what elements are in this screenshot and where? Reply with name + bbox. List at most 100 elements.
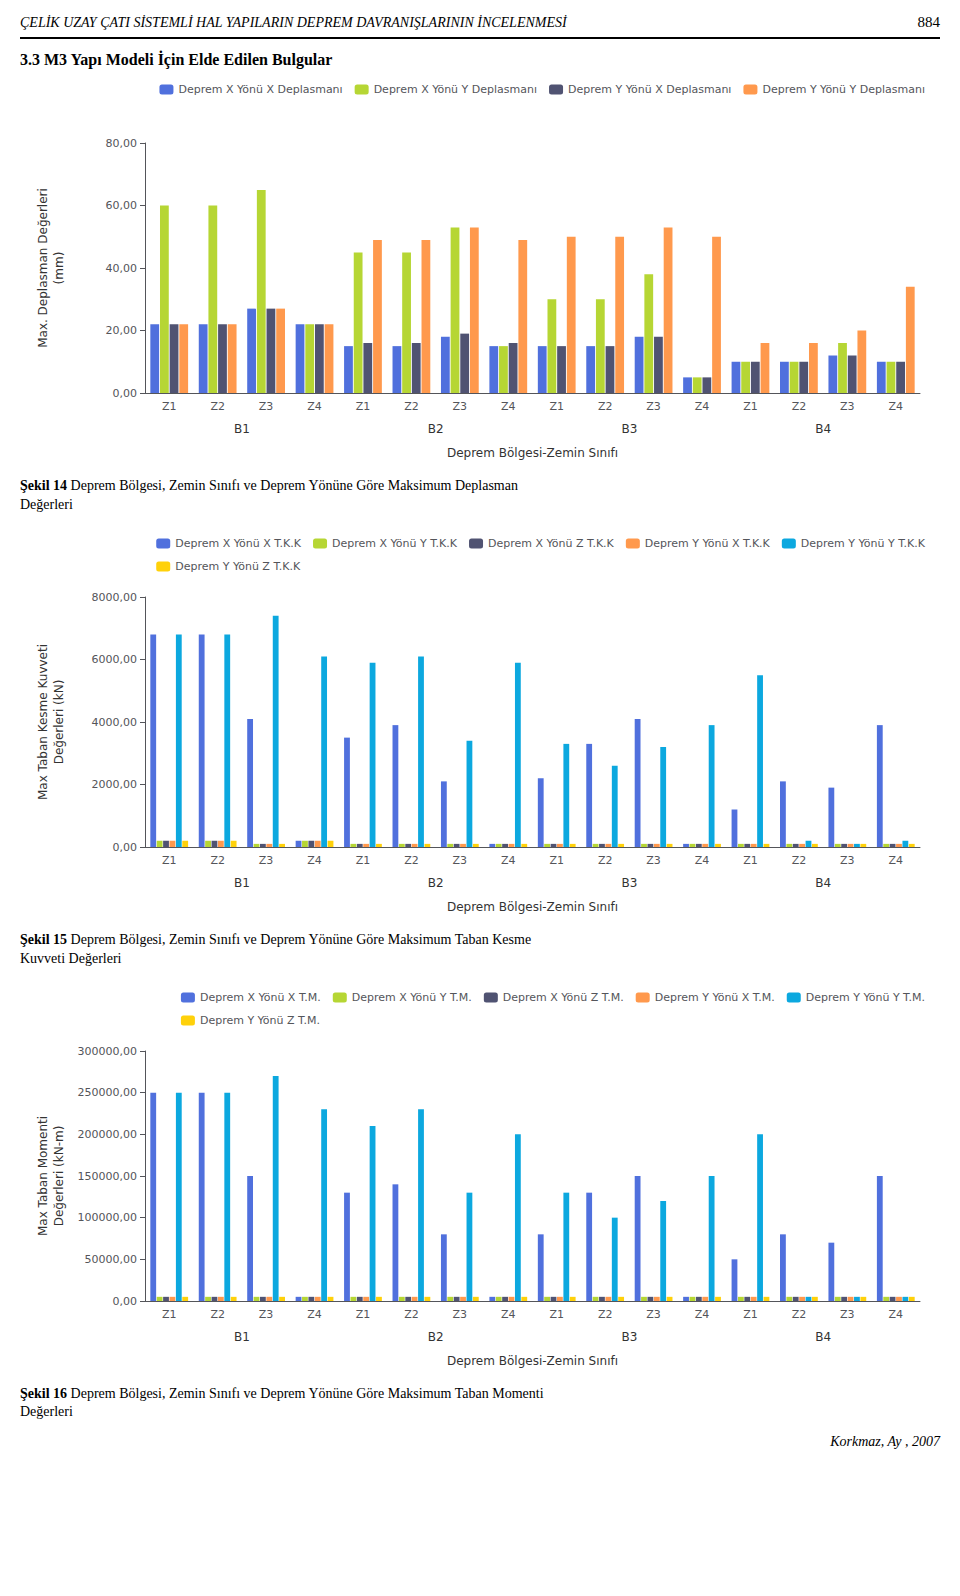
svg-text:Deprem Y Yönü Y T.M.: Deprem Y Yönü Y T.M. xyxy=(806,991,925,1004)
svg-text:6000,00: 6000,00 xyxy=(92,653,138,666)
svg-text:Deprem X Yönü Y Deplasmanı: Deprem X Yönü Y Deplasmanı xyxy=(374,83,537,96)
svg-text:Z2: Z2 xyxy=(792,400,807,413)
svg-text:B4: B4 xyxy=(815,876,831,890)
svg-text:B2: B2 xyxy=(428,422,444,436)
svg-text:Z2: Z2 xyxy=(598,400,613,413)
svg-text:0,00: 0,00 xyxy=(113,840,138,853)
svg-text:Max Taban Kesme Kuvveti: Max Taban Kesme Kuvveti xyxy=(36,644,50,800)
svg-text:0,00: 0,00 xyxy=(113,1294,138,1307)
svg-text:50000,00: 50000,00 xyxy=(85,1252,138,1265)
svg-text:(mm): (mm) xyxy=(52,252,66,285)
svg-text:Z3: Z3 xyxy=(646,854,661,867)
svg-text:Z2: Z2 xyxy=(404,1308,419,1321)
svg-text:B1: B1 xyxy=(234,422,250,436)
svg-text:Z3: Z3 xyxy=(259,400,274,413)
svg-text:Z3: Z3 xyxy=(646,1308,661,1321)
svg-text:Z1: Z1 xyxy=(356,854,371,867)
svg-text:Deprem X Yönü Z T.K.K: Deprem X Yönü Z T.K.K xyxy=(488,537,615,550)
svg-text:Deprem Bölgesi-Zemin Sınıfı: Deprem Bölgesi-Zemin Sınıfı xyxy=(447,900,618,914)
svg-text:Z2: Z2 xyxy=(210,854,225,867)
svg-text:Z4: Z4 xyxy=(695,1308,710,1321)
svg-text:Max Taban Momenti: Max Taban Momenti xyxy=(36,1116,50,1236)
svg-text:Deprem Y Yönü Z T.M.: Deprem Y Yönü Z T.M. xyxy=(200,1014,320,1027)
svg-text:Değerleri (kN-m): Değerleri (kN-m) xyxy=(52,1125,66,1226)
svg-text:80,00: 80,00 xyxy=(106,137,138,150)
svg-text:0,00: 0,00 xyxy=(113,387,138,400)
svg-text:100000,00: 100000,00 xyxy=(78,1211,138,1224)
svg-text:Z2: Z2 xyxy=(210,1308,225,1321)
svg-text:Max. Deplasman Değerleri: Max. Deplasman Değerleri xyxy=(36,188,50,348)
svg-text:Z1: Z1 xyxy=(549,400,564,413)
svg-text:Z2: Z2 xyxy=(792,854,807,867)
svg-text:Z1: Z1 xyxy=(743,400,758,413)
svg-text:Deprem Bölgesi-Zemin Sınıfı: Deprem Bölgesi-Zemin Sınıfı xyxy=(447,1354,618,1368)
svg-text:B3: B3 xyxy=(621,1330,637,1344)
svg-text:150000,00: 150000,00 xyxy=(78,1169,138,1182)
svg-text:Deprem Y Yönü Y T.K.K: Deprem Y Yönü Y T.K.K xyxy=(801,537,926,550)
svg-text:Z1: Z1 xyxy=(743,854,758,867)
svg-text:Z4: Z4 xyxy=(889,854,904,867)
svg-text:Deprem Y Yönü X Deplasmanı: Deprem Y Yönü X Deplasmanı xyxy=(568,83,731,96)
svg-text:Z1: Z1 xyxy=(549,854,564,867)
svg-text:Z4: Z4 xyxy=(695,400,710,413)
svg-text:Z2: Z2 xyxy=(404,400,419,413)
svg-text:Z3: Z3 xyxy=(259,1308,274,1321)
svg-text:B1: B1 xyxy=(234,876,250,890)
svg-text:Z4: Z4 xyxy=(889,400,904,413)
svg-text:Z4: Z4 xyxy=(889,1308,904,1321)
svg-text:Z2: Z2 xyxy=(404,854,419,867)
svg-text:Deprem X Yönü X T.K.K: Deprem X Yönü X T.K.K xyxy=(175,537,302,550)
svg-text:Z4: Z4 xyxy=(307,1308,322,1321)
svg-text:Z2: Z2 xyxy=(598,1308,613,1321)
svg-text:B2: B2 xyxy=(428,876,444,890)
svg-text:Z4: Z4 xyxy=(695,854,710,867)
svg-text:B2: B2 xyxy=(428,1330,444,1344)
svg-text:8000,00: 8000,00 xyxy=(92,590,138,603)
svg-text:300000,00: 300000,00 xyxy=(78,1044,138,1057)
svg-text:Değerleri (kN): Değerleri (kN) xyxy=(52,679,66,764)
svg-text:Z2: Z2 xyxy=(210,400,225,413)
svg-text:20,00: 20,00 xyxy=(106,324,138,337)
svg-text:Deprem X Yönü Y T.K.K: Deprem X Yönü Y T.K.K xyxy=(332,537,458,550)
svg-text:Z3: Z3 xyxy=(259,854,274,867)
svg-text:Z2: Z2 xyxy=(792,1308,807,1321)
svg-text:Deprem X Yönü X T.M.: Deprem X Yönü X T.M. xyxy=(200,991,321,1004)
svg-text:40,00: 40,00 xyxy=(106,262,138,275)
svg-text:Z1: Z1 xyxy=(356,400,371,413)
svg-text:Z4: Z4 xyxy=(501,854,516,867)
svg-text:Z3: Z3 xyxy=(646,400,661,413)
svg-text:Deprem Y Yönü Y Deplasmanı: Deprem Y Yönü Y Deplasmanı xyxy=(762,83,925,96)
svg-text:Z1: Z1 xyxy=(162,854,177,867)
svg-text:B3: B3 xyxy=(621,422,637,436)
svg-text:Deprem Y Yönü Z T.K.K: Deprem Y Yönü Z T.K.K xyxy=(175,560,301,573)
svg-text:Z4: Z4 xyxy=(307,854,322,867)
svg-text:Z2: Z2 xyxy=(598,854,613,867)
svg-text:Z4: Z4 xyxy=(307,400,322,413)
svg-text:Z1: Z1 xyxy=(356,1308,371,1321)
svg-text:Z1: Z1 xyxy=(743,1308,758,1321)
svg-text:250000,00: 250000,00 xyxy=(78,1086,138,1099)
svg-text:Z3: Z3 xyxy=(840,400,855,413)
svg-text:B3: B3 xyxy=(621,876,637,890)
svg-text:60,00: 60,00 xyxy=(106,199,138,212)
svg-text:Z1: Z1 xyxy=(549,1308,564,1321)
svg-text:Deprem Bölgesi-Zemin Sınıfı: Deprem Bölgesi-Zemin Sınıfı xyxy=(447,446,618,460)
svg-text:Z1: Z1 xyxy=(162,1308,177,1321)
svg-text:Deprem X Yönü Z T.M.: Deprem X Yönü Z T.M. xyxy=(503,991,624,1004)
svg-text:Deprem Y Yönü X T.M.: Deprem Y Yönü X T.M. xyxy=(655,991,775,1004)
svg-text:B1: B1 xyxy=(234,1330,250,1344)
svg-text:Z3: Z3 xyxy=(840,854,855,867)
svg-text:Z1: Z1 xyxy=(162,400,177,413)
svg-text:B4: B4 xyxy=(815,422,831,436)
svg-text:2000,00: 2000,00 xyxy=(92,778,138,791)
svg-text:Z3: Z3 xyxy=(840,1308,855,1321)
svg-text:Deprem Y Yönü X T.K.K: Deprem Y Yönü X T.K.K xyxy=(645,537,771,550)
svg-text:Z3: Z3 xyxy=(453,854,468,867)
svg-text:Z3: Z3 xyxy=(453,400,468,413)
svg-text:Z4: Z4 xyxy=(501,1308,516,1321)
svg-text:200000,00: 200000,00 xyxy=(78,1127,138,1140)
svg-text:Deprem X Yönü X Deplasmanı: Deprem X Yönü X Deplasmanı xyxy=(178,83,342,96)
svg-text:Z4: Z4 xyxy=(501,400,516,413)
svg-text:4000,00: 4000,00 xyxy=(92,715,138,728)
svg-text:Deprem X Yönü Y T.M.: Deprem X Yönü Y T.M. xyxy=(352,991,472,1004)
